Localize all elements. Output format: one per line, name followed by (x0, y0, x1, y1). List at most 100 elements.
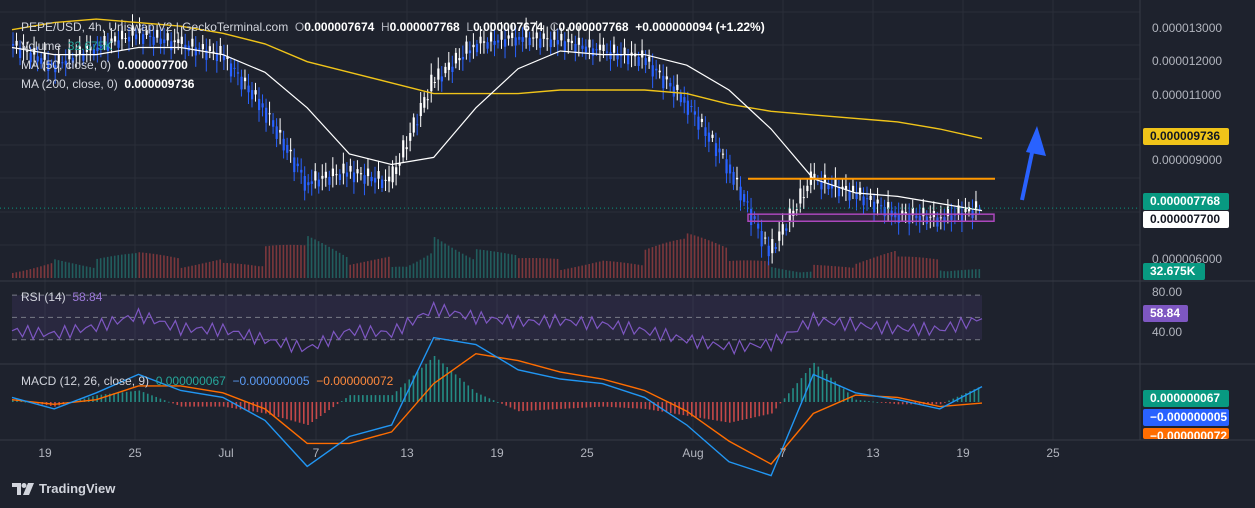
macd-histogram-bar (720, 402, 723, 422)
volume-bar (92, 267, 95, 278)
macd-histogram-bar (109, 393, 111, 402)
candle-body (19, 47, 22, 59)
candle-body (405, 147, 408, 150)
macd-histogram-bar (421, 367, 423, 402)
macd-histogram-bar (707, 402, 710, 420)
macd-histogram-bar (290, 402, 292, 421)
volume-bar (504, 253, 506, 278)
volume-bar (591, 263, 594, 278)
candle-body (461, 56, 465, 60)
candle-body (142, 34, 145, 44)
macd-histogram-bar (518, 402, 520, 412)
macd-histogram-bar (151, 395, 153, 402)
macd-histogram-bar (948, 400, 950, 402)
macd-histogram-bar (539, 402, 541, 411)
volume-bar (40, 266, 42, 278)
volume-bar (609, 261, 612, 278)
macd-histogram-bar (960, 394, 963, 402)
volume-bar (788, 270, 791, 278)
volume-bar (563, 269, 566, 278)
volume-bar (201, 263, 204, 278)
macd-histogram-bar (944, 402, 946, 403)
volume-bar (152, 253, 155, 278)
candle-body (725, 159, 728, 174)
candle-body (728, 164, 732, 174)
volume-bar (866, 260, 868, 278)
candle-body (827, 183, 830, 190)
candle-body (57, 54, 60, 64)
macd-histogram-bar (332, 402, 335, 408)
candle-body (40, 58, 43, 64)
macd-histogram-bar (817, 366, 820, 402)
ma50-legend[interactable]: MA (50, close, 0) 0.000007700 (21, 58, 188, 72)
candle-body (511, 32, 514, 39)
candle-body (960, 212, 964, 221)
volume-bar (683, 238, 685, 278)
volume-bar (166, 256, 169, 278)
low-value: 0.000007674 (473, 20, 544, 34)
macd-histogram-bar (872, 401, 874, 403)
macd-histogram-bar (665, 402, 668, 413)
candle-body (704, 127, 707, 136)
volume-bar (366, 261, 369, 278)
volume-bar (82, 265, 84, 278)
volume-bar (156, 254, 158, 278)
volume-bar (96, 258, 98, 278)
volume-bar (644, 249, 647, 278)
macd-histogram-bar (543, 402, 545, 410)
candle-body (423, 97, 426, 108)
volume-bar (272, 245, 274, 278)
candle-body (964, 207, 967, 213)
rsi-legend[interactable]: RSI (14) 58.84 (21, 290, 102, 304)
volume-bar (897, 256, 900, 278)
volume-bar (514, 255, 517, 278)
volume-bar (918, 257, 921, 278)
candle-body (26, 50, 29, 52)
candle-body (627, 55, 630, 65)
volume-bar (205, 262, 207, 278)
volume-bar (240, 263, 243, 278)
candle-body (303, 176, 306, 191)
macd-histogram-bar (117, 392, 120, 402)
volume-bar (721, 246, 724, 278)
macd-histogram-bar (918, 402, 921, 405)
volume-bar (532, 257, 534, 278)
volume-bar (331, 248, 334, 278)
volume-bar (778, 268, 780, 278)
macd-legend[interactable]: MACD (12, 26, close, 9) 0.000000067 −0.0… (21, 374, 393, 388)
macd-histogram-bar (838, 384, 841, 402)
volume-bar (149, 253, 151, 278)
volume-bar (549, 258, 552, 278)
macd-histogram-bar (775, 402, 777, 409)
close-value: 0.000007768 (558, 20, 629, 34)
volume-bar (757, 260, 759, 278)
trend-arrow-shaft (1020, 147, 1035, 201)
candle-body (342, 163, 345, 174)
candle-body (549, 39, 552, 48)
candle-body (746, 201, 749, 203)
volume-bar (236, 263, 239, 278)
candle-body (373, 177, 377, 183)
volume-bar (728, 260, 731, 278)
volume-legend[interactable]: Volume 32.675K (21, 39, 112, 53)
volume-bar (124, 254, 127, 278)
candle-body (454, 52, 458, 64)
candle-body (289, 149, 292, 152)
macd-histogram-bar (206, 402, 208, 407)
macd-histogram-bar (712, 402, 714, 420)
macd-histogram-bar (125, 391, 128, 402)
tradingview-logo[interactable]: TradingView (12, 481, 115, 496)
volume-bar (258, 266, 260, 278)
candle-body (683, 97, 686, 103)
ma200-label: MA (200, close, 0) (21, 77, 118, 91)
volume-bar (700, 237, 703, 278)
volume-bar (953, 270, 956, 278)
volume-bar (841, 266, 844, 278)
candle-body (507, 35, 510, 39)
volume-bar (837, 266, 840, 278)
macd-histogram-bar (631, 402, 634, 409)
candle-body (324, 171, 327, 178)
ma50-price-tag: 0.000007700 (1143, 211, 1229, 228)
ma200-legend[interactable]: MA (200, close, 0) 0.000009736 (21, 77, 194, 91)
